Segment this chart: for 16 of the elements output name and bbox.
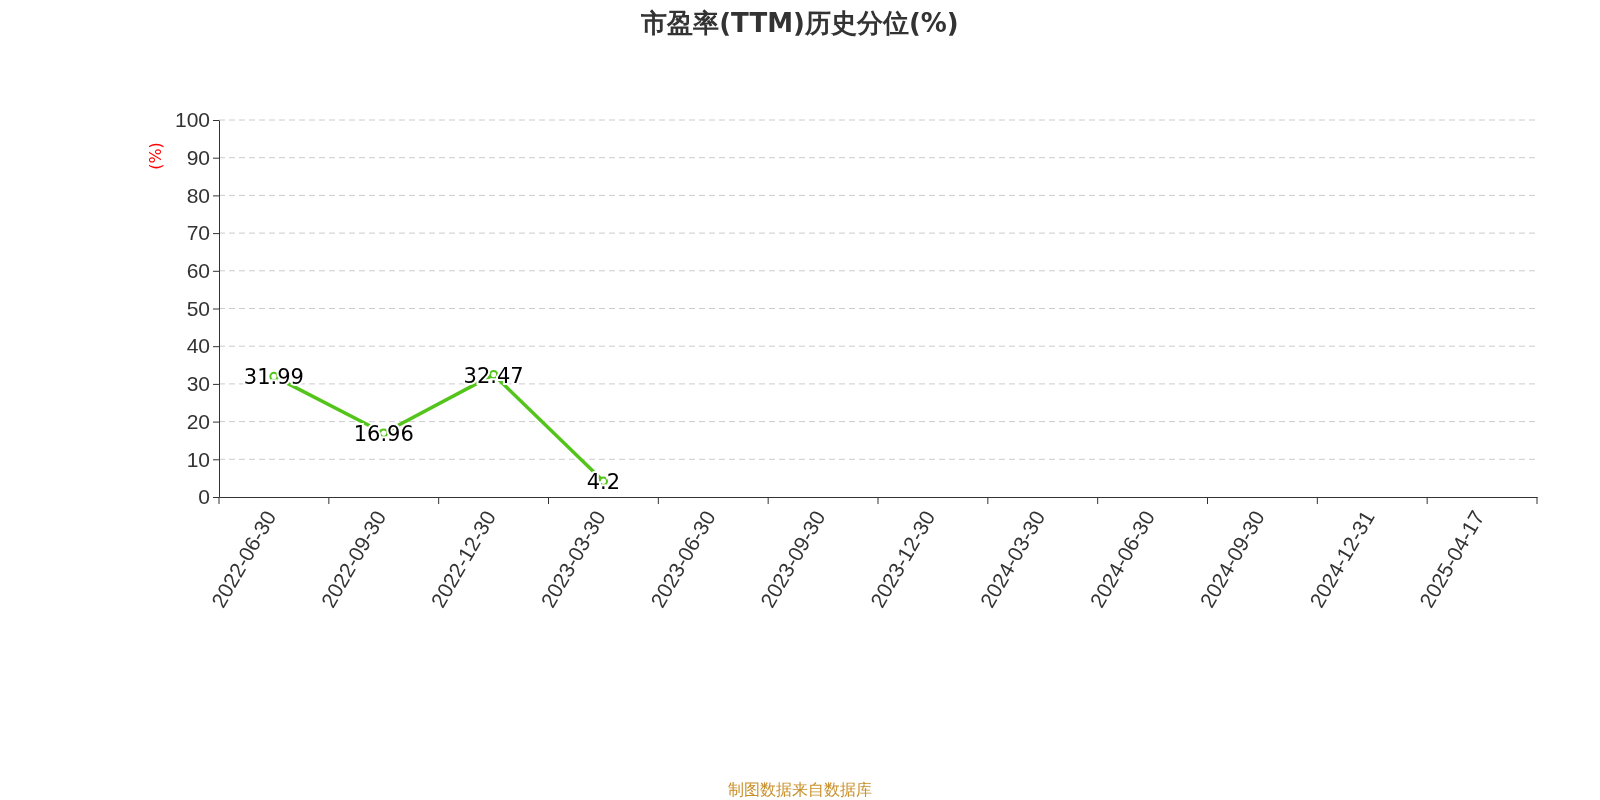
y-axis-title: (%) [146,142,165,170]
y-tick-label: 50 [186,296,210,320]
y-tick-label: 10 [186,447,210,471]
y-tick-label: 100 [174,108,210,132]
y-tick-label: 60 [186,259,210,283]
y-tick-label: 80 [186,183,210,207]
y-tick-label: 20 [186,409,210,433]
y-tick-label: 90 [186,145,210,169]
chart-title: 市盈率(TTM)历史分位(%) [640,8,959,38]
data-label: 4.2 [586,470,621,495]
text: 制图数据来自数据库 [728,780,872,799]
data-label: 16.96 [353,422,414,447]
y-tick-label: 30 [186,372,210,396]
y-tick-label: 70 [186,221,210,245]
y-tick-label: 0 [198,485,210,509]
y-tick-label: 40 [186,334,210,358]
